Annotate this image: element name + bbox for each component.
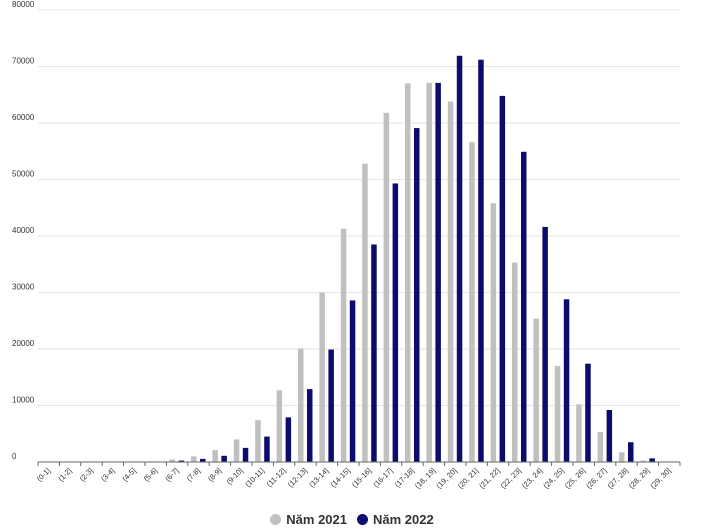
bar-2022[interactable] xyxy=(221,455,227,462)
x-tick-label: (12-13] xyxy=(286,466,309,489)
bar-2021[interactable] xyxy=(276,390,283,462)
bar-2022[interactable] xyxy=(649,458,655,462)
y-tick-label: 40000 xyxy=(12,226,35,235)
bar-2022[interactable] xyxy=(242,447,249,463)
x-tick-label: (8-9] xyxy=(206,466,223,483)
y-tick-label: 50000 xyxy=(12,170,35,179)
x-tick-label: (6-7] xyxy=(163,466,180,483)
x-tick-label: (14-15] xyxy=(329,466,352,489)
bar-2022[interactable] xyxy=(499,95,506,462)
bar-2021[interactable] xyxy=(362,163,368,462)
y-tick-label: 20000 xyxy=(12,339,35,348)
bar-2022[interactable] xyxy=(349,300,356,462)
y-tick-label: 30000 xyxy=(12,283,35,292)
legend-marker-2022 xyxy=(357,513,368,525)
legend-marker-2021 xyxy=(270,513,282,525)
bar-2021[interactable] xyxy=(619,452,625,462)
x-tick-label: (7-8] xyxy=(185,466,202,483)
bar-2022[interactable] xyxy=(456,55,463,462)
x-tick-label: (29, 30] xyxy=(648,466,672,490)
bars xyxy=(148,55,677,463)
x-tick-label: (0-1] xyxy=(35,466,52,483)
bar-2021[interactable] xyxy=(447,101,454,462)
x-tick-label: (11-12] xyxy=(265,466,288,489)
bar-2021[interactable] xyxy=(469,142,475,462)
x-tick-label: (3-4] xyxy=(99,466,116,483)
x-tick-label: (16-17] xyxy=(371,466,394,489)
bar-2021[interactable] xyxy=(597,432,604,462)
bar-2021[interactable] xyxy=(554,365,561,462)
x-tick-label: (28, 29] xyxy=(627,466,651,490)
x-tick-label: (20, 21] xyxy=(456,466,480,490)
x-tick-label: (24, 25] xyxy=(541,466,565,490)
bar-2022[interactable] xyxy=(563,299,570,462)
bar-2022[interactable] xyxy=(435,82,441,462)
bar-2022[interactable] xyxy=(478,59,484,462)
x-tick-label: (13-14] xyxy=(307,466,330,489)
x-tick-label: (27, 28] xyxy=(606,466,630,490)
bar-2021[interactable] xyxy=(512,262,518,462)
bar-2022[interactable] xyxy=(178,460,185,462)
bar-2022[interactable] xyxy=(521,151,527,462)
bar-2022[interactable] xyxy=(264,436,270,462)
x-tick-label: (26, 27] xyxy=(584,466,608,490)
x-tick-label: (1-2] xyxy=(56,466,73,483)
bar-2021[interactable] xyxy=(383,112,390,462)
bar-2022[interactable] xyxy=(392,183,399,462)
bar-2021[interactable] xyxy=(233,439,240,462)
x-tick-label: (17-18] xyxy=(393,466,416,489)
bar-2021[interactable] xyxy=(340,228,347,462)
legend-label-2021: Năm 2021 xyxy=(286,511,347,527)
bar-2021[interactable] xyxy=(169,459,176,462)
bar-2022[interactable] xyxy=(328,349,334,462)
bar-2021[interactable] xyxy=(576,404,582,462)
x-tick-label: (23, 24] xyxy=(520,466,544,490)
bar-2021[interactable] xyxy=(255,420,261,462)
x-tick-label: (15-16] xyxy=(350,466,373,489)
x-tick-label: (2-3] xyxy=(78,466,95,483)
bar-2021[interactable] xyxy=(640,460,646,462)
bar-2021[interactable] xyxy=(191,456,197,462)
x-tick-label: (18, 19] xyxy=(413,466,437,490)
y-tick-label: 80000 xyxy=(12,0,35,9)
x-tick-label: (10-11] xyxy=(243,466,266,489)
grid-lines xyxy=(38,9,680,406)
x-axis-ticks: (0-1] (1-2] (2-3] (3-4] (4-5] (5-6] (6-7] (7-8]… xyxy=(35,462,681,490)
bar-2022[interactable] xyxy=(371,244,377,462)
y-tick-label: 60000 xyxy=(12,113,35,122)
bar-2021[interactable] xyxy=(212,450,218,462)
y-axis-ticks: 0 10000 20000 30000 40000 50000 60000 70000 8000… xyxy=(12,0,35,461)
x-tick-label: (19, 20] xyxy=(434,466,458,490)
bar-2022[interactable] xyxy=(307,389,313,462)
y-tick-label: 0 xyxy=(12,452,17,461)
y-tick-label: 70000 xyxy=(12,57,35,66)
bar-2022[interactable] xyxy=(606,410,613,462)
bar-2021[interactable] xyxy=(405,83,411,462)
legend-label-2022: Năm 2022 xyxy=(373,511,434,527)
bar-2022[interactable] xyxy=(585,363,591,462)
bar-2022[interactable] xyxy=(285,417,292,462)
x-tick-label: (5-6] xyxy=(142,466,159,483)
x-tick-label: (22, 23] xyxy=(499,466,523,490)
bar-2021[interactable] xyxy=(426,82,432,462)
bar-2021[interactable] xyxy=(319,292,325,463)
x-tick-label: (21, 22] xyxy=(477,466,501,490)
legend-item-2022[interactable]: Năm 2022 xyxy=(357,512,434,527)
bar-2021[interactable] xyxy=(298,348,304,462)
x-tick-label: (25, 26] xyxy=(563,466,587,490)
legend: Năm 2021 Năm 2022 xyxy=(0,509,704,529)
bar-2021[interactable] xyxy=(533,318,539,462)
y-tick-label: 10000 xyxy=(12,396,35,405)
bar-2022[interactable] xyxy=(200,458,206,462)
bar-2022[interactable] xyxy=(414,128,420,462)
x-tick-label: (4-5] xyxy=(120,466,137,483)
x-tick-label: (9-10] xyxy=(224,466,244,486)
legend-item-2021[interactable]: Năm 2021 xyxy=(270,512,347,527)
bar-2022[interactable] xyxy=(542,226,548,462)
bar-2021[interactable] xyxy=(490,203,497,463)
bar-2022[interactable] xyxy=(628,442,634,462)
